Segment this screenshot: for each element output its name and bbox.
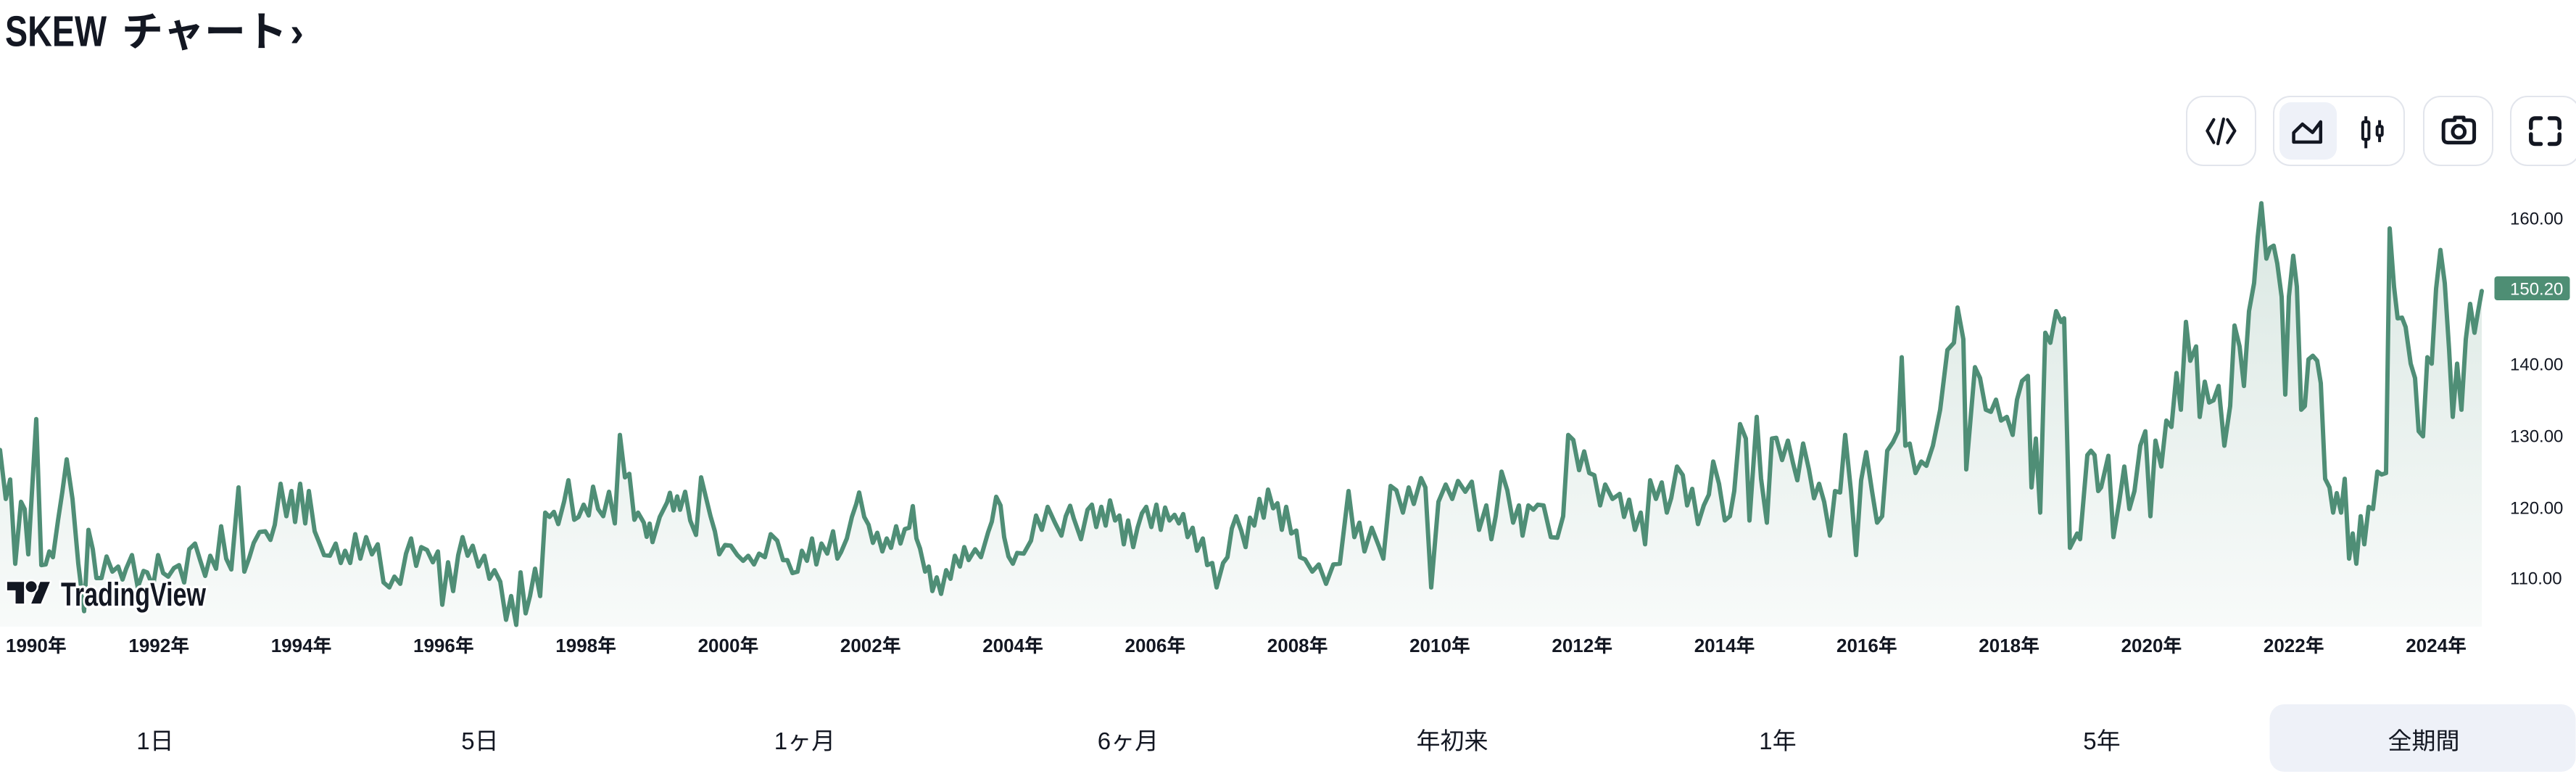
svg-text:1: 1 [136,728,149,754]
svg-text:130.00: 130.00 [2510,427,2563,447]
svg-text:140.00: 140.00 [2510,355,2563,375]
svg-text:2004: 2004 [982,635,1024,656]
svg-text:1998: 1998 [555,635,597,656]
svg-text:2014: 2014 [1694,635,1736,656]
svg-text:2020: 2020 [2121,635,2163,656]
svg-text:1996: 1996 [413,635,455,656]
svg-text:2022: 2022 [2264,635,2306,656]
svg-text:2008: 2008 [1267,635,1309,656]
svg-text:2010: 2010 [1409,635,1451,656]
svg-text:120.00: 120.00 [2510,499,2563,519]
svg-text:›: › [290,9,304,56]
svg-text:2000: 2000 [698,635,740,656]
svg-text:1: 1 [1759,728,1772,754]
svg-text:2002: 2002 [840,635,882,656]
svg-text:5: 5 [461,728,474,754]
svg-text:6: 6 [1098,728,1111,754]
svg-text:5: 5 [2083,728,2096,754]
svg-text:1992: 1992 [128,635,170,656]
svg-text:1: 1 [774,728,787,754]
svg-text:2006: 2006 [1125,635,1167,656]
svg-text:2018: 2018 [1979,635,2021,656]
svg-text:110.00: 110.00 [2510,569,2562,589]
svg-text:2024: 2024 [2406,635,2448,656]
svg-text:2012: 2012 [1552,635,1594,656]
svg-text:1994: 1994 [271,635,313,656]
svg-text:SKEW: SKEW [5,8,107,56]
svg-text:1990: 1990 [6,635,48,656]
svg-text:2016: 2016 [1836,635,1879,656]
svg-text:TradingView: TradingView [61,576,207,613]
svg-text:160.00: 160.00 [2510,210,2563,229]
svg-text:150.20: 150.20 [2510,279,2563,299]
